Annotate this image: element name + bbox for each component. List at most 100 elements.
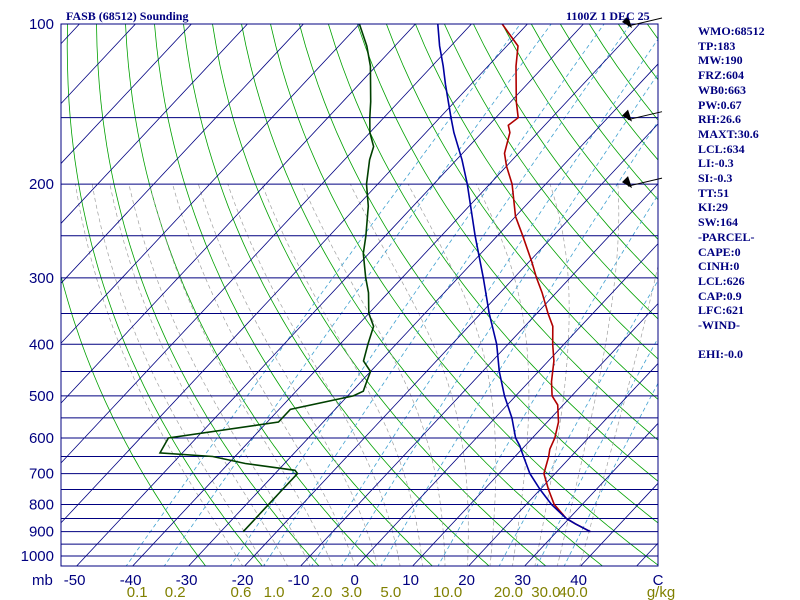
dry-adiabat: [61, 274, 207, 566]
temp-unit-label: C: [653, 572, 664, 589]
mixing-ratio-label: 0.1: [127, 584, 148, 600]
isotherm: [188, 63, 658, 566]
index-item: WMO:68512: [698, 24, 765, 38]
dry-adiabat: [299, 24, 658, 524]
moist-adiabat: [534, 183, 570, 566]
index-item: SI:-0.3: [698, 171, 733, 186]
index-item: LI:-0.3: [698, 156, 734, 171]
mixing-ratio-line: [163, 24, 552, 566]
wind-barb: [622, 16, 663, 28]
dry-adiabat: [183, 24, 490, 566]
index-item: LCL:634: [698, 141, 745, 156]
index-item: KI:29: [698, 200, 728, 215]
parcel-line: [437, 24, 591, 533]
mixing-ratio-line: [437, 194, 658, 566]
isotherm: [61, 24, 80, 45]
mixing-ratio-label: 10.0: [433, 584, 462, 600]
temp-tick-label: -30: [176, 572, 198, 589]
mixing-ratio-line: [229, 24, 605, 566]
temp-tick-label: -10: [288, 572, 310, 589]
mixing-ratio-line: [498, 279, 658, 566]
dry-adiabat: [66, 24, 263, 566]
wind-barb: [622, 109, 663, 122]
wind-barb-staff: [627, 177, 663, 187]
mixing-ratio-line: [341, 73, 658, 566]
dry-adiabat: [270, 24, 658, 566]
index-item: -PARCEL-: [698, 229, 755, 244]
mixing-ratio-label: 1.0: [264, 584, 285, 600]
pressure-tick-label: 600: [29, 430, 54, 447]
index-item: TT:51: [698, 185, 730, 200]
grid-lines: [61, 24, 800, 567]
moist-adiabat: [109, 184, 288, 566]
index-item: EHI:-0.0: [698, 347, 743, 362]
isotherm: [61, 24, 248, 224]
dry-adiabat: [588, 24, 658, 121]
isotherm: [61, 24, 360, 344]
isotherm: [61, 24, 192, 165]
temp-tick-label: 30: [514, 572, 531, 589]
mixing-ratio-line: [263, 24, 631, 566]
wind-barb: [622, 176, 663, 189]
index-item: CAP:0.9: [698, 288, 742, 303]
moist-adiabat: [198, 183, 378, 566]
index-item: FRZ:604: [698, 68, 744, 83]
mixing-ratio-label: 30.0: [531, 584, 560, 600]
isotherm: [412, 303, 658, 566]
isotherm: [132, 24, 640, 566]
dry-adiabat: [212, 24, 547, 566]
dry-adiabat: [328, 24, 658, 482]
index-item: LFC:621: [698, 303, 744, 318]
pressure-tick-label: 900: [29, 524, 54, 541]
dry-adiabat: [792, 24, 800, 567]
temp-tick-label: 40: [570, 572, 587, 589]
moist-adiabat: [301, 183, 446, 566]
moist-adiabat: [172, 184, 356, 566]
pressure-tick-label: 800: [29, 496, 54, 513]
index-item: CINH:0: [698, 259, 740, 274]
index-item: WB0:663: [698, 82, 746, 97]
wind-barbs: [622, 16, 663, 189]
index-item: LCL:626: [698, 273, 745, 288]
pressure-tick-label: 300: [29, 270, 54, 287]
pressure-unit-label: mb: [32, 572, 53, 589]
dry-adiabat: [357, 24, 658, 441]
mixing-ratio-label: 0.6: [231, 584, 252, 600]
isotherm: [244, 123, 658, 566]
mixing-ratio-label: 5.0: [380, 584, 401, 600]
chart-time: 1100Z 1 DEC 25: [566, 9, 650, 23]
moist-adiabat: [128, 184, 311, 566]
index-item: [698, 333, 765, 348]
wind-barb-staff: [627, 17, 663, 27]
wind-barb-flag: [622, 16, 632, 28]
mixing-ratio-label: 40.0: [559, 584, 588, 600]
pressure-tick-label: 700: [29, 466, 54, 483]
wind-barb-flag: [622, 109, 632, 122]
moist-adiabat: [350, 183, 469, 566]
mixing-ratio-line: [563, 382, 658, 566]
moist-adiabat: [75, 184, 244, 566]
moist-adiabat: [579, 264, 658, 566]
isotherm: [61, 24, 416, 404]
temp-tick-label: -50: [64, 572, 86, 589]
sounding-series: [158, 24, 591, 533]
moist-adiabat: [261, 183, 423, 566]
pressure-tick-label: 200: [29, 176, 54, 193]
index-item: CAPE:0: [698, 244, 741, 259]
mixing-ratio-line: [125, 24, 521, 566]
mixing-ratio-line: [380, 120, 658, 566]
index-item: TP:183: [698, 38, 736, 53]
temp-tick-label: 20: [458, 572, 475, 589]
dry-adiabat: [444, 24, 658, 320]
index-item: PW:0.67: [698, 97, 742, 112]
pressure-tick-label: 1000: [21, 548, 54, 565]
ratio-unit-label: g/kg: [647, 584, 675, 600]
dry-adiabat: [241, 24, 604, 566]
dry-adiabat: [415, 24, 658, 360]
index-list: WMO:68512 TP:183 MW:190 FRZ:604 WB0:663 PW:0.…: [698, 24, 765, 362]
isotherm: [300, 183, 658, 566]
moist-adiabat: [556, 184, 620, 566]
isotherm: [468, 362, 658, 566]
